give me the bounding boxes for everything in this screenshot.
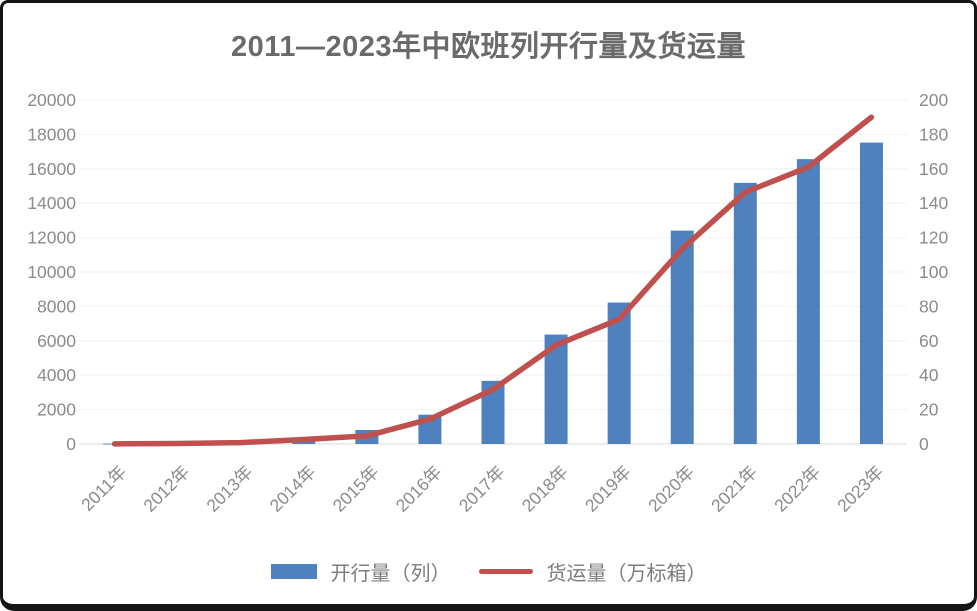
bar-2018年	[544, 334, 568, 444]
bar-2021年	[733, 182, 757, 444]
left-axis-tick-label: 18000	[27, 124, 76, 144]
legend-line-swatch-icon	[478, 569, 533, 574]
right-axis-tick-label: 0	[919, 434, 929, 454]
left-axis-tick-label: 14000	[27, 193, 76, 213]
legend-bar-swatch-icon	[270, 564, 317, 579]
left-axis-tick-label: 4000	[37, 365, 76, 385]
left-axis-tick-label: 20000	[27, 90, 76, 110]
right-axis-tick-label: 120	[919, 228, 948, 248]
right-axis-tick-label: 40	[919, 365, 939, 385]
x-axis-tick-label: 2018年	[518, 462, 572, 516]
bar-2023年	[859, 142, 883, 444]
right-axis-tick-label: 100	[919, 262, 948, 282]
x-axis-tick-label: 2011年	[77, 462, 130, 515]
x-axis-tick-label: 2021年	[707, 462, 761, 516]
x-axis-tick-label: 2016年	[392, 462, 446, 516]
right-axis-tick-label: 80	[919, 296, 939, 316]
right-axis-tick-label: 20	[919, 400, 939, 420]
right-axis-tick-label: 200	[919, 90, 948, 110]
left-axis-tick-label: 6000	[37, 331, 76, 351]
combo-chart-plot: 0200040006000800010000120001400016000180…	[27, 90, 948, 516]
x-axis-tick-label: 2023年	[833, 462, 887, 516]
chart-legend: 开行量（列） 货运量（万标箱）	[3, 557, 974, 586]
x-axis-tick-label: 2013年	[202, 462, 256, 516]
x-axis-tick-label: 2017年	[455, 462, 509, 516]
left-axis-tick-label: 0	[66, 434, 76, 454]
right-axis-tick-label: 180	[919, 124, 948, 144]
bar-2022年	[796, 159, 820, 444]
x-axis-tick-label: 2012年	[139, 462, 193, 516]
right-axis-tick-label: 140	[919, 193, 948, 213]
legend-bar-label: 开行量（列）	[330, 563, 451, 585]
x-axis-tick-label: 2022年	[770, 462, 824, 516]
chart-title: 2011—2023年中欧班列开行量及货运量	[231, 31, 746, 63]
right-axis-tick-label: 160	[919, 159, 948, 179]
x-axis-tick-label: 2019年	[581, 462, 635, 516]
bar-2020年	[670, 230, 694, 444]
left-axis-tick-label: 16000	[27, 159, 76, 179]
x-axis-tick-label: 2014年	[266, 462, 320, 516]
left-axis-tick-label: 10000	[27, 262, 76, 282]
left-axis-tick-label: 12000	[27, 228, 76, 248]
x-axis-tick-label: 2015年	[329, 462, 383, 516]
x-axis-tick-label: 2020年	[644, 462, 698, 516]
bar-2017年	[481, 380, 505, 444]
right-axis-tick-label: 60	[919, 331, 939, 351]
left-axis-tick-label: 2000	[37, 400, 76, 420]
legend-line-label: 货运量（万标箱）	[546, 563, 707, 585]
left-axis-tick-label: 8000	[37, 296, 76, 316]
bar-2019年	[607, 302, 631, 444]
freight-line	[111, 114, 875, 447]
